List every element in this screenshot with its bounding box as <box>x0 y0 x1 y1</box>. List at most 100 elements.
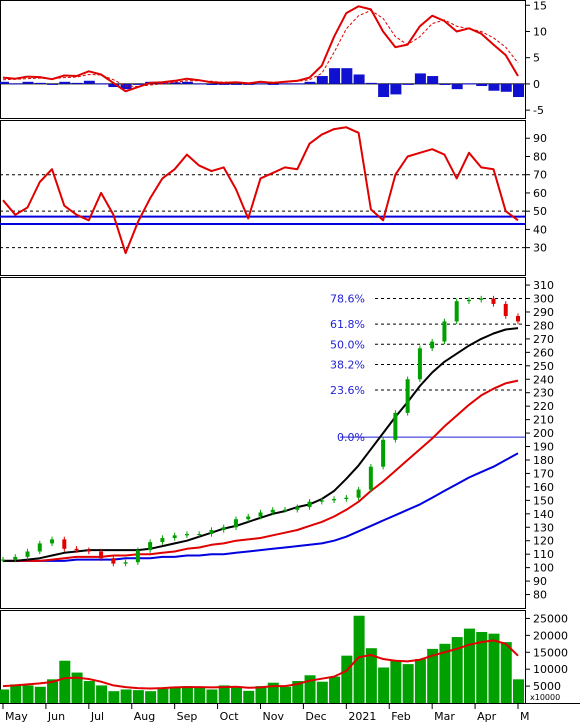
price-tick-label: 200 <box>533 427 554 440</box>
volume-bar <box>390 660 402 703</box>
price-tick-label: 160 <box>533 481 554 494</box>
macd-histogram-bar <box>427 76 439 84</box>
volume-bar <box>59 660 71 703</box>
price-tick-label: 190 <box>533 441 554 454</box>
fib-level-label: 61.8% <box>330 318 365 331</box>
volume-bar <box>513 679 524 703</box>
fib-level-label: 50.0% <box>330 338 365 351</box>
price-candle <box>25 551 30 557</box>
macd-histogram-bar <box>169 82 181 84</box>
volume-bar <box>206 689 218 703</box>
price-candle <box>270 509 275 513</box>
volume-bar <box>230 686 242 703</box>
price-tick-label: 120 <box>533 535 554 548</box>
x-tick-label: Oct <box>220 710 240 723</box>
volume-bar <box>280 686 292 703</box>
price-frame <box>0 277 526 609</box>
price-tick-label: 230 <box>533 387 554 400</box>
price-candle <box>393 412 398 440</box>
macd-histogram-bar <box>120 83 132 90</box>
macd-histogram-bar <box>316 76 328 84</box>
price-candle <box>344 497 349 500</box>
macd-histogram-bar <box>59 81 71 84</box>
x-tick-label: Jul <box>90 710 104 723</box>
price-candle <box>319 500 324 502</box>
price-tick-label: 270 <box>533 333 554 346</box>
price-candle <box>516 316 520 322</box>
macd-tick-label: 5 <box>533 52 540 65</box>
x-tick-label: Mar <box>434 710 455 723</box>
price-tick-label: 300 <box>533 293 554 306</box>
price-ma-mid-line <box>3 379 519 562</box>
volume-ma-line <box>2 639 519 690</box>
price-candle <box>491 298 496 304</box>
volume-bar <box>108 691 120 703</box>
fib-level-label: 38.2% <box>330 358 365 371</box>
macd-histogram-bar <box>402 83 414 85</box>
price-candle <box>111 558 116 564</box>
macd-histogram-bar <box>10 83 22 85</box>
price-candle <box>466 299 471 302</box>
volume-bar <box>132 690 144 703</box>
price-tick-label: 180 <box>533 454 554 467</box>
macd-histogram-bar <box>488 83 500 91</box>
price-tick-label: 310 <box>533 279 554 292</box>
price-candle <box>50 539 55 544</box>
x-tick-label: Apr <box>477 710 497 723</box>
volume-bar <box>47 679 59 703</box>
volume-bar <box>378 667 390 703</box>
macd-histogram-bar <box>22 81 34 84</box>
volume-bar <box>218 685 230 703</box>
price-candle <box>479 298 484 300</box>
volume-bar <box>414 659 426 703</box>
price-tick-label: 130 <box>533 521 554 534</box>
volume-bar <box>145 691 157 703</box>
macd-histogram-bar <box>96 83 108 85</box>
price-candle <box>258 512 263 517</box>
fib-level-label: 78.6% <box>330 293 365 306</box>
macd-histogram-bar <box>267 83 279 85</box>
volume-bar <box>488 633 500 703</box>
vol-tick-label: 5000 <box>533 680 561 693</box>
x-tick-label: Aug <box>134 710 155 723</box>
price-candle <box>283 509 288 511</box>
price-candle <box>62 539 67 549</box>
volume-bar <box>316 681 328 703</box>
x-tick-label: M <box>520 710 530 723</box>
x-tick-label: Nov <box>263 710 285 723</box>
x-tick-label: Dec <box>305 710 326 723</box>
price-candle <box>13 556 18 560</box>
price-candle <box>148 542 153 551</box>
volume-bar <box>255 686 267 703</box>
macd-histogram-bar <box>206 83 218 85</box>
volume-bar <box>34 686 46 703</box>
rsi-line <box>2 126 519 255</box>
rsi-tick-label: 30 <box>533 242 547 255</box>
volume-bar <box>169 686 181 703</box>
macd-line <box>2 5 519 93</box>
price-tick-label: 260 <box>533 346 554 359</box>
price-candle <box>417 348 422 380</box>
macd-histogram-bar <box>365 82 377 84</box>
macd-histogram-bar <box>83 80 95 84</box>
macd-histogram-bar <box>353 74 365 84</box>
price-candle <box>246 516 251 520</box>
vol-tick-label: 10000 <box>533 663 568 676</box>
macd-histogram-bar <box>108 83 120 88</box>
price-candle <box>86 550 91 552</box>
price-tick-label: 140 <box>533 508 554 521</box>
price-candle <box>307 501 312 508</box>
price-candle <box>381 439 386 467</box>
price-candle <box>430 341 435 349</box>
price-candle <box>37 543 42 552</box>
volume-bar <box>463 628 475 703</box>
macd-tick-label: 15 <box>533 0 547 12</box>
price-candle <box>172 535 177 539</box>
volume-bar <box>353 615 365 703</box>
price-candle <box>99 551 104 559</box>
volume-bar <box>439 643 451 703</box>
price-tick-label: 80 <box>533 589 547 602</box>
macd-histogram-bar <box>476 83 488 87</box>
